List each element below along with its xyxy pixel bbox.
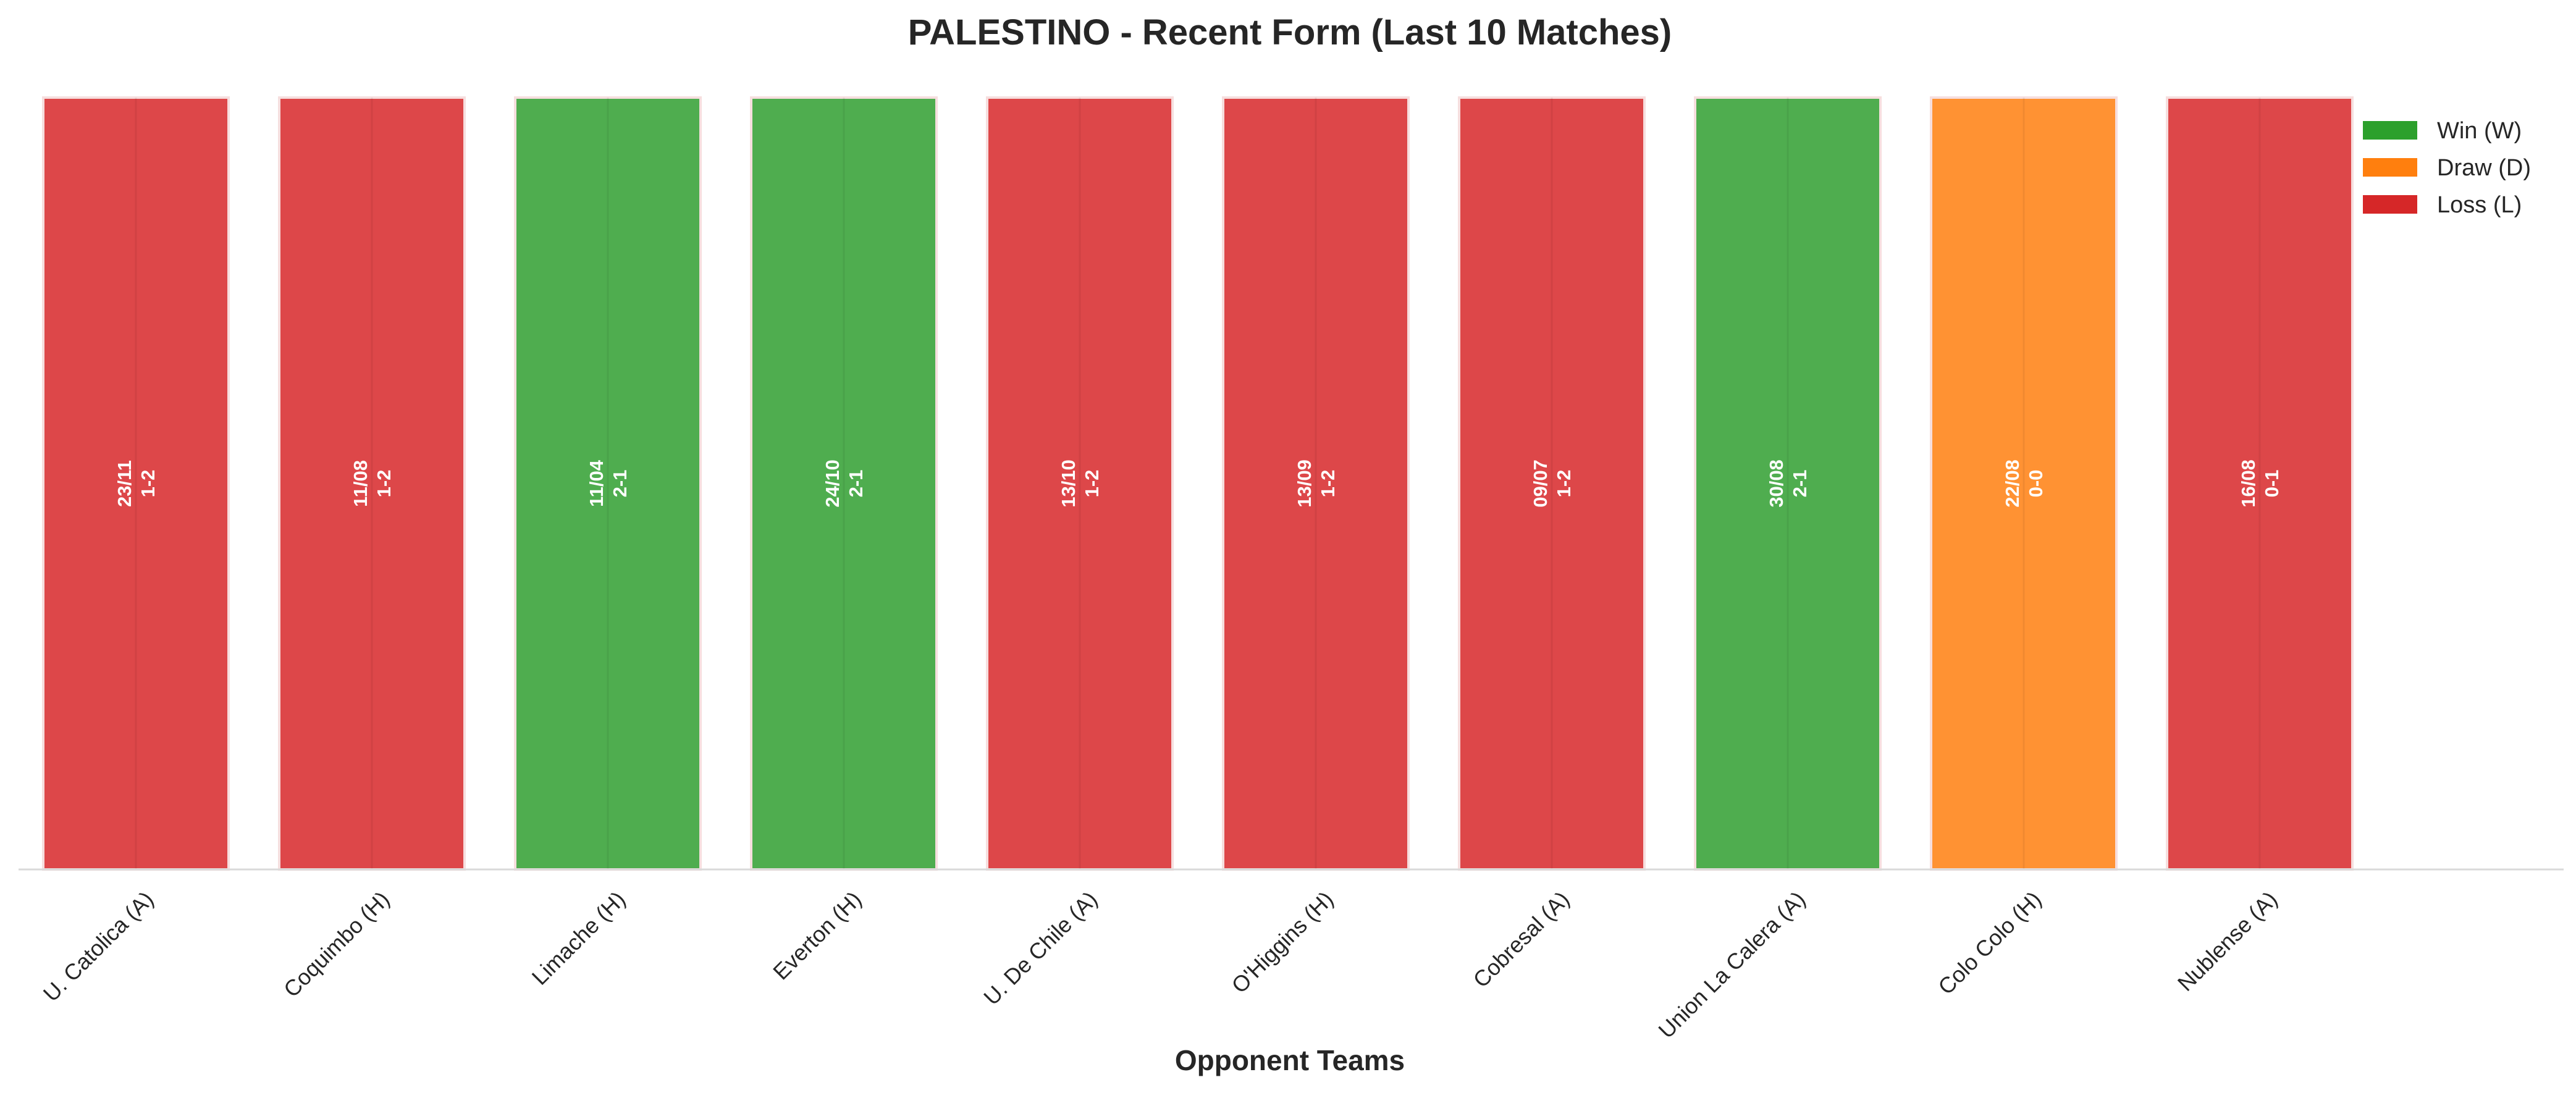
bar-label-10: 16/08 0-1 (2237, 459, 2283, 508)
match-date: 23/11 (114, 460, 135, 507)
x-tick-label: Nublense (A) (2173, 886, 2283, 996)
bar-label-7: 09/07 1-2 (1530, 459, 1575, 508)
match-score: 1-2 (1553, 470, 1575, 498)
match-score: 2-1 (609, 470, 631, 498)
x-tick-label: Limache (H) (527, 886, 631, 990)
bar-4 (750, 96, 938, 871)
legend-label-d: Draw (D) (2437, 155, 2531, 181)
match-date: 13/10 (1058, 459, 1079, 508)
legend: Win (W) Draw (D) Loss (L) (2363, 118, 2531, 218)
match-score: 1-2 (137, 470, 159, 498)
bar-1 (42, 96, 230, 871)
x-tick-label: O'Higgins (H) (1226, 886, 1338, 998)
bar-label-3: 11/04 2-1 (586, 459, 631, 507)
x-tick-label: Coquimbo (H) (279, 886, 394, 1002)
match-date: 16/08 (2237, 459, 2259, 508)
match-score: 2-1 (1789, 470, 1811, 498)
legend-label-l: Loss (L) (2437, 192, 2522, 218)
match-score: 0-1 (2261, 470, 2283, 498)
bar-label-5: 13/10 1-2 (1058, 459, 1103, 508)
x-tick-label: U. Catolica (A) (38, 886, 158, 1006)
match-date: 11/04 (586, 459, 607, 507)
match-date: 30/08 (1766, 459, 1787, 508)
x-tick-labels: U. Catolica (A) Coquimbo (H) Limache (H) Ev… (38, 886, 2282, 1043)
match-score: 1-2 (373, 470, 395, 498)
bar-6 (1222, 96, 1410, 871)
bar-2 (278, 96, 466, 871)
x-tick-label: Cobresal (A) (1468, 886, 1574, 992)
match-date: 24/10 (822, 459, 843, 508)
x-axis-label: Opponent Teams (1175, 1044, 1405, 1076)
bar-10 (2166, 96, 2354, 871)
x-tick-label: U. De Chile (A) (979, 886, 1102, 1010)
x-tick-label: Union La Calera (A) (1653, 886, 1810, 1043)
match-score: 2-1 (845, 470, 867, 498)
bar-7 (1458, 96, 1646, 871)
bar-label-6: 13/09 1-2 (1294, 459, 1339, 508)
bar-label-9: 22/08 0-0 (2001, 459, 2047, 508)
bar-3 (514, 96, 702, 871)
match-date: 09/07 (1530, 459, 1551, 508)
legend-label-w: Win (W) (2437, 118, 2522, 144)
bar-label-8: 30/08 2-1 (1766, 459, 1811, 508)
x-tick-label: Everton (H) (768, 886, 866, 984)
x-tick-label: Colo Colo (H) (1933, 886, 2046, 999)
match-score: 1-2 (1317, 470, 1339, 498)
legend-swatch-l (2363, 195, 2417, 214)
bar-5 (986, 96, 1174, 871)
match-date: 22/08 (2001, 459, 2023, 508)
bars-layer (42, 96, 2354, 871)
chart-title: PALESTINO - Recent Form (Last 10 Matches… (908, 12, 1672, 52)
bar-label-1: 23/11 1-2 (114, 460, 159, 507)
bar-label-2: 11/08 1-2 (350, 460, 395, 507)
match-date: 13/09 (1294, 459, 1315, 508)
bar-label-4: 24/10 2-1 (822, 459, 867, 508)
match-score: 1-2 (1081, 470, 1103, 498)
legend-swatch-d (2363, 158, 2417, 177)
legend-swatch-w (2363, 121, 2417, 140)
match-score: 0-0 (2025, 470, 2047, 498)
bar-8 (1694, 96, 1882, 871)
match-date: 11/08 (350, 460, 371, 507)
bar-labels-layer: 23/11 1-2 11/08 1-2 11/04 2-1 24/10 2-1 13/10 1-2… (114, 459, 2283, 508)
